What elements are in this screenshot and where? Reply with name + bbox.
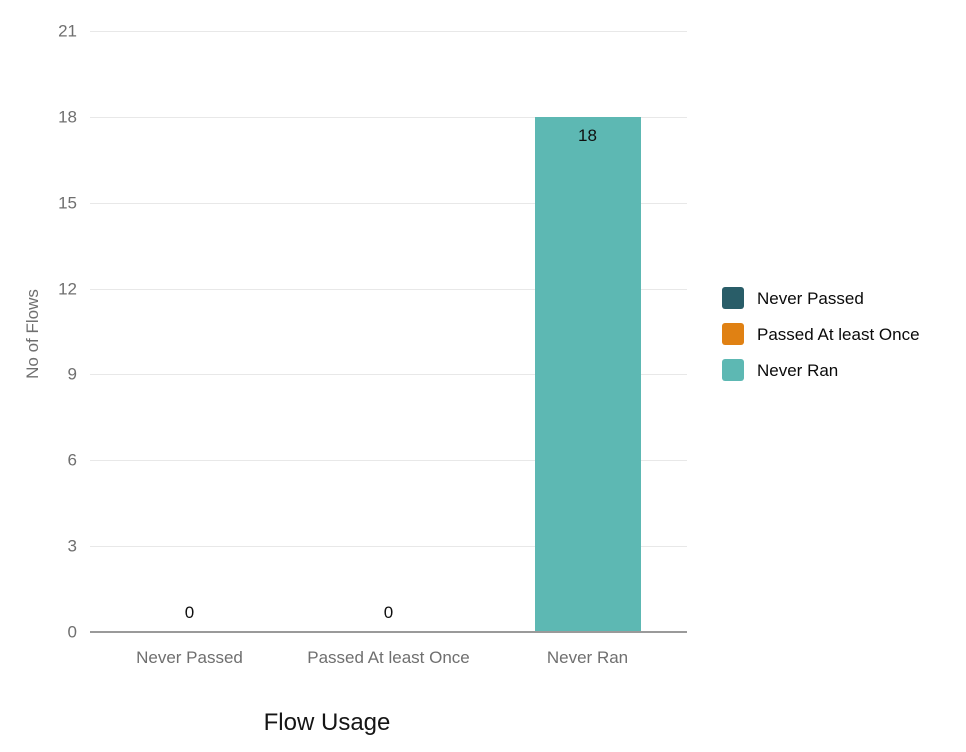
legend-item-passed-at-least-once[interactable]: Passed At least Once <box>722 323 920 345</box>
y-tick-label-15: 15 <box>58 193 77 213</box>
gridline-15 <box>90 202 687 204</box>
legend: Never Passed Passed At least Once Never Ra… <box>722 287 920 381</box>
legend-swatch-icon <box>722 359 744 381</box>
x-axis-title: Flow Usage <box>263 709 391 736</box>
bar-never-ran[interactable] <box>534 116 641 632</box>
gridline-9 <box>90 374 687 376</box>
legend-label: Passed At least Once <box>757 324 920 344</box>
x-axis-line <box>90 631 687 633</box>
gridline-12 <box>90 288 687 290</box>
value-label-never-passed: 0 <box>184 603 195 622</box>
x-tick-label-passed-at-least-once: Passed At least Once <box>307 648 470 667</box>
gridline-18 <box>90 116 687 118</box>
y-tick-label-18: 18 <box>58 107 77 127</box>
value-label-never-ran: 18 <box>578 125 597 145</box>
y-tick-label-0: 0 <box>67 622 77 642</box>
gridline-6 <box>90 460 687 462</box>
y-tick-label-9: 9 <box>67 364 77 384</box>
legend-swatch-icon <box>722 323 744 345</box>
x-tick-label-never-ran: Never Ran <box>546 648 629 667</box>
legend-swatch-icon <box>722 287 744 309</box>
plot-area: 0 3 6 9 12 15 18 21 0 Never Passed 0 Passed At leas… <box>58 23 687 666</box>
y-tick-label-6: 6 <box>67 450 77 470</box>
gridline-3 <box>90 546 687 548</box>
y-tick-label-3: 3 <box>67 536 77 556</box>
legend-item-never-passed[interactable]: Never Passed <box>722 287 920 309</box>
value-label-passed-at-least-once: 0 <box>383 603 394 622</box>
legend-item-never-ran[interactable]: Never Ran <box>722 359 920 381</box>
legend-label: Never Passed <box>757 288 864 308</box>
y-tick-label-12: 12 <box>58 279 77 299</box>
gridline-21 <box>90 31 687 32</box>
y-tick-label-21: 21 <box>58 21 77 41</box>
x-tick-label-never-passed: Never Passed <box>136 648 243 667</box>
legend-label: Never Ran <box>757 360 839 380</box>
y-axis-title: No of Flows <box>23 289 42 379</box>
